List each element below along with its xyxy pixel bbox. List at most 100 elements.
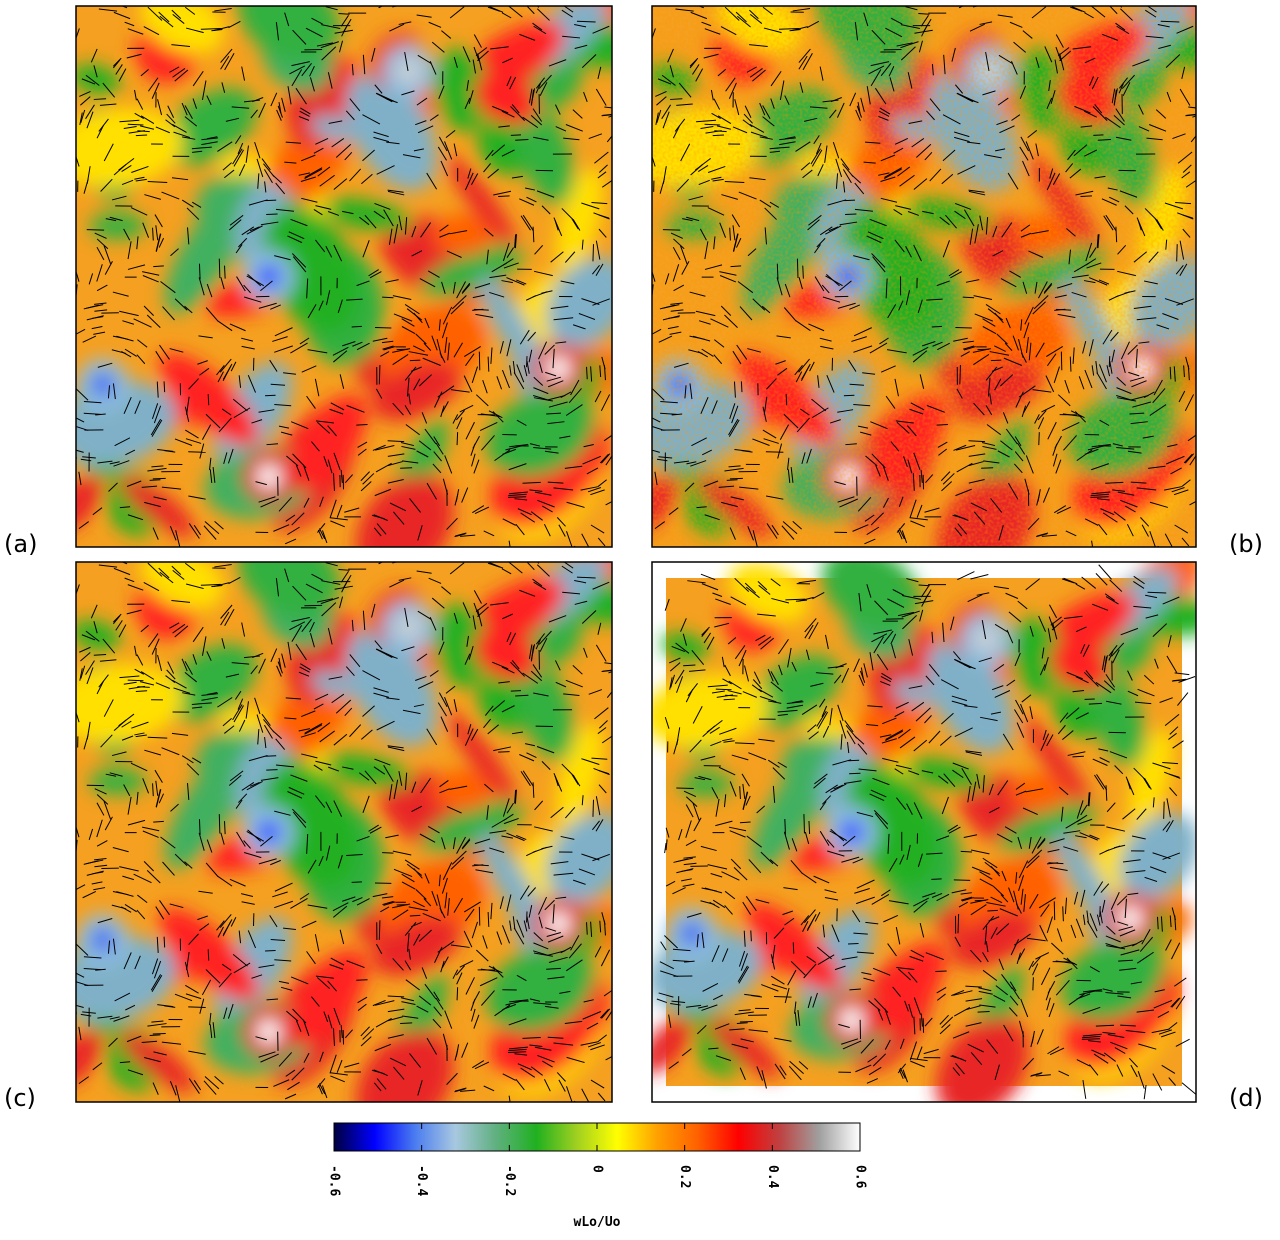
velocity-vector bbox=[188, 1007, 205, 1008]
velocity-vector bbox=[713, 135, 724, 136]
velocity-vector bbox=[612, 1099, 627, 1112]
velocity-vector bbox=[352, 882, 362, 883]
panel bbox=[39, 0, 650, 600]
velocity-vector bbox=[1082, 1039, 1100, 1040]
velocity-vector bbox=[136, 691, 147, 692]
colorbar: -0.6-0.4-0.200.20.40.6 bbox=[327, 1123, 868, 1196]
colorbar-label: wLo/Uo bbox=[574, 1215, 621, 1230]
velocity-vector bbox=[1072, 756, 1083, 757]
velocity-vector bbox=[498, 196, 509, 197]
tick-label: 0.2 bbox=[677, 1165, 692, 1188]
tick-label: -0.2 bbox=[502, 1165, 517, 1196]
velocity-vector bbox=[356, 980, 367, 981]
velocity-vector bbox=[1157, 917, 1158, 929]
velocity-vector bbox=[356, 425, 367, 426]
velocity-vector bbox=[741, 381, 742, 392]
velocity-vector bbox=[724, 699, 735, 700]
velocity-vector bbox=[94, 99, 106, 100]
velocity-vector bbox=[612, 544, 627, 557]
velocity-vector bbox=[457, 432, 458, 445]
velocity-vector bbox=[352, 326, 362, 327]
tick-label: -0.4 bbox=[414, 1165, 429, 1196]
panel bbox=[615, 0, 1235, 601]
panel-label: (a) bbox=[4, 530, 37, 558]
velocity-vector bbox=[94, 655, 106, 656]
velocity-vector bbox=[265, 950, 276, 951]
velocity-vector bbox=[978, 1012, 990, 1013]
velocity-vector bbox=[705, 124, 721, 125]
velocity-vector bbox=[931, 879, 941, 880]
tick-label: 0.4 bbox=[765, 1165, 780, 1189]
velocity-vector bbox=[508, 497, 526, 498]
field bbox=[39, 0, 650, 600]
velocity-vector bbox=[740, 1021, 753, 1022]
velocity-vector bbox=[1156, 546, 1158, 560]
velocity-vector bbox=[488, 912, 489, 927]
velocity-vector bbox=[219, 814, 220, 833]
panel bbox=[39, 511, 650, 1155]
velocity-vector bbox=[379, 365, 380, 384]
tick-label: -0.6 bbox=[327, 1165, 342, 1196]
panel-field bbox=[631, 530, 1219, 1138]
velocity-vector bbox=[153, 1033, 166, 1034]
velocity-vector bbox=[1070, 357, 1071, 372]
velocity-vector bbox=[786, 394, 787, 405]
panel-label: (d) bbox=[1229, 1084, 1263, 1112]
velocity-vector bbox=[265, 200, 276, 201]
velocity-vector bbox=[981, 468, 993, 469]
velocity-vector bbox=[128, 124, 144, 125]
vortex-core bbox=[546, 356, 570, 380]
panel-label: (c) bbox=[4, 1084, 36, 1112]
velocity-vector bbox=[136, 135, 147, 136]
velocity-vector bbox=[400, 468, 412, 469]
tick-label: 0 bbox=[590, 1165, 605, 1173]
panel bbox=[631, 530, 1219, 1138]
velocity-vector bbox=[958, 914, 959, 933]
velocity-vector bbox=[379, 920, 380, 939]
velocity-vector bbox=[804, 814, 805, 833]
velocity-vector bbox=[937, 425, 948, 426]
panel-field bbox=[39, 511, 650, 1155]
velocity-vector bbox=[987, 910, 997, 911]
velocity-vector bbox=[593, 244, 594, 261]
velocity-vector bbox=[488, 357, 489, 372]
vortex-core bbox=[257, 265, 281, 289]
velocity-vector bbox=[777, 264, 778, 280]
field bbox=[39, 511, 650, 1155]
velocity-vector bbox=[737, 1023, 748, 1024]
velocity-vector bbox=[809, 821, 810, 834]
field bbox=[631, 530, 1219, 1138]
velocity-vector bbox=[150, 480, 161, 481]
vortex-core bbox=[974, 627, 998, 651]
panels bbox=[39, 0, 1235, 1155]
velocity-vector bbox=[716, 689, 732, 690]
velocity-vector bbox=[683, 665, 695, 666]
velocity-vector bbox=[573, 1101, 575, 1115]
field bbox=[615, 0, 1235, 601]
velocity-vector bbox=[1164, 802, 1165, 819]
velocity-vector bbox=[382, 297, 393, 298]
velocity-vector bbox=[774, 997, 791, 998]
vortex-core bbox=[680, 922, 704, 946]
vortex-core bbox=[91, 373, 115, 397]
velocity-vector bbox=[1080, 196, 1091, 197]
velocity-vector bbox=[400, 1023, 412, 1024]
velocity-vector bbox=[803, 266, 804, 279]
velocity-vector bbox=[164, 381, 165, 392]
velocity-vector bbox=[848, 943, 859, 944]
velocity-vector bbox=[150, 1035, 161, 1036]
velocity-vector bbox=[153, 478, 166, 479]
velocity-vector bbox=[208, 394, 209, 405]
velocity-vector bbox=[932, 326, 942, 327]
velocity-vector bbox=[670, 99, 682, 100]
velocity-vector bbox=[1090, 497, 1108, 498]
velocity-vector bbox=[587, 922, 588, 934]
velocity-vector bbox=[593, 800, 594, 817]
velocity-vector bbox=[727, 480, 738, 481]
vortex-core bbox=[257, 820, 281, 844]
velocity-vector bbox=[498, 752, 509, 753]
velocity-vector bbox=[1196, 544, 1211, 557]
velocity-vector bbox=[219, 259, 220, 278]
velocity-vector bbox=[199, 264, 200, 280]
